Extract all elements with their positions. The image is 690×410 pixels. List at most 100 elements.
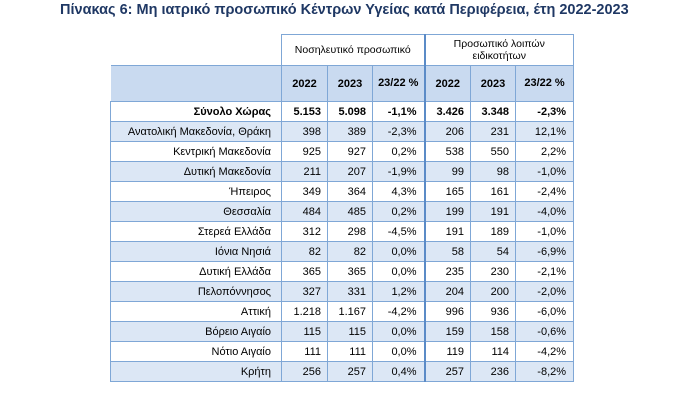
nursing-2023-cell: 115 [327, 321, 373, 342]
region-cell: Κεντρική Μακεδονία [110, 141, 282, 162]
table-row: Αττική 1.218 1.167 -4,2% 996 936 -6,0% [110, 301, 575, 322]
table-row: Κεντρική Μακεδονία 925 927 0,2% 538 550 2,2% [110, 141, 575, 162]
other-2023-cell: 114 [470, 341, 517, 362]
nursing-change-cell: 0,0% [371, 241, 426, 262]
group-header-other: Προσωπικό λοιπών ειδικοτήτων [423, 34, 575, 66]
other-2022-cell: 191 [423, 221, 472, 242]
other-change-cell: -2,3% [515, 101, 575, 122]
nursing-2023-cell: 82 [327, 241, 373, 262]
other-2022-cell: 235 [423, 261, 472, 282]
nursing-change-cell: 0,2% [371, 141, 426, 162]
other-2022-cell: 204 [423, 281, 472, 302]
nursing-change-cell: 4,3% [371, 181, 426, 202]
nursing-2022-cell: 211 [281, 161, 328, 182]
other-2023-cell: 231 [470, 121, 517, 142]
nursing-2023-cell: 5.098 [327, 101, 373, 122]
region-cell: Πελοπόννησος [110, 281, 282, 302]
other-change-cell: -0,6% [515, 321, 575, 342]
table-row: Ήπειρος 349 364 4,3% 165 161 -2,4% [110, 181, 575, 202]
nursing-2022-cell: 111 [281, 341, 328, 362]
region-cell: Ανατολική Μακεδονία, Θράκη [110, 121, 282, 142]
nursing-2022-cell: 327 [281, 281, 328, 302]
nursing-2023-cell: 927 [327, 141, 373, 162]
nursing-2023-cell: 485 [327, 201, 373, 222]
nursing-change-cell: -1,1% [371, 101, 426, 122]
region-cell: Ήπειρος [110, 181, 282, 202]
other-2023-cell: 550 [470, 141, 517, 162]
nursing-change-cell: -4,5% [371, 221, 426, 242]
region-cell: Βόρειο Αιγαίο [110, 321, 282, 342]
nursing-2023-cell: 365 [327, 261, 373, 282]
col-header-2023: 2023 [327, 65, 373, 102]
table-row: Βόρειο Αιγαίο 115 115 0,0% 159 158 -0,6% [110, 321, 575, 342]
nursing-2022-cell: 5.153 [281, 101, 328, 122]
other-2023-cell: 200 [470, 281, 517, 302]
nursing-change-cell: 0,0% [371, 321, 426, 342]
header-blank [110, 34, 282, 66]
nursing-2022-cell: 484 [281, 201, 328, 222]
nursing-change-cell: 0,2% [371, 201, 426, 222]
table-row: Ανατολική Μακεδονία, Θράκη 398 389 -2,3% 206… [110, 121, 575, 142]
other-change-cell: -2,4% [515, 181, 575, 202]
table-row: Δυτική Ελλάδα 365 365 0,0% 235 230 -2,1% [110, 261, 575, 282]
other-2023-cell: 54 [470, 241, 517, 262]
nursing-2022-cell: 82 [281, 241, 328, 262]
col-header-2023: 2023 [470, 65, 517, 102]
region-cell: Ιόνια Νησιά [110, 241, 282, 262]
nursing-change-cell: 1,2% [371, 281, 426, 302]
other-change-cell: -4,0% [515, 201, 575, 222]
other-2023-cell: 98 [470, 161, 517, 182]
group-header-nursing: Νοσηλευτικό προσωπικό [280, 34, 426, 66]
other-2022-cell: 206 [423, 121, 472, 142]
table-row: Δυτική Μακεδονία 211 207 -1,9% 99 98 -1,0% [110, 161, 575, 182]
nursing-2022-cell: 115 [281, 321, 328, 342]
staff-table: Νοσηλευτικό προσωπικό Προσωπικό λοιπών ε… [110, 34, 575, 382]
other-change-cell: -6,9% [515, 241, 575, 262]
other-2022-cell: 996 [423, 301, 472, 322]
region-cell: Αττική [110, 301, 282, 322]
other-2022-cell: 119 [423, 341, 472, 362]
table-row: Στερεά Ελλάδα 312 298 -4,5% 191 189 -1,0% [110, 221, 575, 242]
other-2022-cell: 199 [423, 201, 472, 222]
table-row: Θεσσαλία 484 485 0,2% 199 191 -4,0% [110, 201, 575, 222]
other-change-cell: 12,1% [515, 121, 575, 142]
other-2022-cell: 58 [423, 241, 472, 262]
nursing-2023-cell: 298 [327, 221, 373, 242]
nursing-2023-cell: 207 [327, 161, 373, 182]
region-cell: Θεσσαλία [110, 201, 282, 222]
nursing-change-cell: 0,0% [371, 261, 426, 282]
table-title: Πίνακας 6: Μη ιατρικό προσωπικό Κέντρων … [60, 2, 629, 18]
other-2022-cell: 257 [423, 361, 472, 382]
nursing-2022-cell: 365 [281, 261, 328, 282]
nursing-2022-cell: 398 [281, 121, 328, 142]
nursing-2022-cell: 312 [281, 221, 328, 242]
other-2023-cell: 936 [470, 301, 517, 322]
other-2023-cell: 230 [470, 261, 517, 282]
other-change-cell: -8,2% [515, 361, 575, 382]
other-2022-cell: 3.426 [423, 101, 472, 122]
other-change-cell: -6,0% [515, 301, 575, 322]
nursing-2023-cell: 1.167 [327, 301, 373, 322]
other-2023-cell: 161 [470, 181, 517, 202]
nursing-change-cell: 0,0% [371, 341, 426, 362]
region-cell: Δυτική Μακεδονία [110, 161, 282, 182]
nursing-2023-cell: 111 [327, 341, 373, 362]
region-cell: Στερεά Ελλάδα [110, 221, 282, 242]
nursing-2023-cell: 389 [327, 121, 373, 142]
other-change-cell: -1,0% [515, 161, 575, 182]
region-cell: Δυτική Ελλάδα [110, 261, 282, 282]
subheader-blank [110, 65, 282, 102]
region-cell: Κρήτη [110, 361, 282, 382]
nursing-change-cell: -4,2% [371, 301, 426, 322]
table-row: Νότιο Αιγαίο 111 111 0,0% 119 114 -4,2% [110, 341, 575, 362]
nursing-2022-cell: 925 [281, 141, 328, 162]
other-2023-cell: 3.348 [470, 101, 517, 122]
nursing-2022-cell: 1.218 [281, 301, 328, 322]
region-cell: Νότιο Αιγαίο [110, 341, 282, 362]
table-row: Ιόνια Νησιά 82 82 0,0% 58 54 -6,9% [110, 241, 575, 262]
nursing-2023-cell: 364 [327, 181, 373, 202]
other-2022-cell: 99 [423, 161, 472, 182]
other-2022-cell: 159 [423, 321, 472, 342]
other-change-cell: -2,1% [515, 261, 575, 282]
nursing-2023-cell: 257 [327, 361, 373, 382]
